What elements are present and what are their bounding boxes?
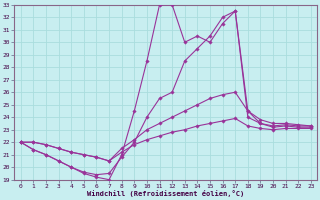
X-axis label: Windchill (Refroidissement éolien,°C): Windchill (Refroidissement éolien,°C) <box>87 190 244 197</box>
